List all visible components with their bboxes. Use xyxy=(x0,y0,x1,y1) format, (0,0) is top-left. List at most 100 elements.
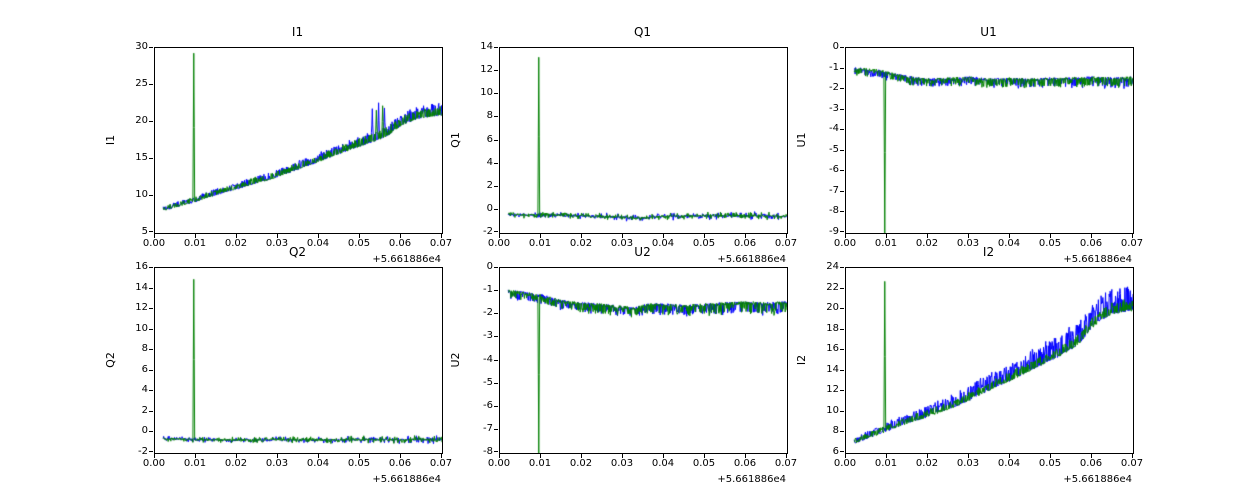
y-tick-mark xyxy=(840,170,844,171)
x-tick-label: 0.06 xyxy=(1079,458,1103,469)
y-tick-mark xyxy=(149,231,153,232)
plot-canvas xyxy=(155,48,442,233)
y-tick-label: 25 xyxy=(135,78,148,89)
y-tick-mark xyxy=(840,411,844,412)
x-tick-mark xyxy=(581,454,582,458)
x-tick-mark xyxy=(236,454,237,458)
subplot-u1: U1 U1 +5.661886e4 0.00 0.01 0.02 0.03 0.04 0.… xyxy=(795,25,1143,265)
subplot-q1: Q1 Q1 +5.661886e4 0.00 0.01 0.02 0.03 0.04 0.… xyxy=(449,25,797,265)
y-tick-mark xyxy=(149,47,153,48)
x-tick-mark xyxy=(704,454,705,458)
chart-title: Q1 xyxy=(633,25,652,39)
y-tick-mark xyxy=(149,84,153,85)
plot-area xyxy=(154,267,443,454)
y-tick-label: -8 xyxy=(483,446,493,457)
y-tick-label: 0 xyxy=(486,261,493,272)
x-tick-label: 0.03 xyxy=(956,458,980,469)
y-tick-mark xyxy=(149,267,153,268)
y-tick-mark xyxy=(494,209,498,210)
y-tick-mark xyxy=(840,329,844,330)
y-tick-label: -3 xyxy=(829,102,839,114)
y-tick-mark xyxy=(840,349,844,350)
x-tick-label: 0.05 xyxy=(692,238,716,249)
y-tick-mark xyxy=(840,231,844,232)
y-tick-mark xyxy=(494,140,498,141)
plot-area xyxy=(154,47,443,234)
x-offset-label: +5.661886e4 xyxy=(1063,254,1132,265)
y-tick-label: 10 xyxy=(480,87,493,99)
subplot-i1: I1 I1 +5.661886e4 0.00 0.01 0.02 0.03 0.04 0.… xyxy=(104,25,452,265)
x-tick-label: 0.05 xyxy=(347,458,371,469)
x-tick-label: 0.05 xyxy=(347,238,371,249)
y-axis-label: I1 xyxy=(104,134,117,145)
y-tick-label: -2 xyxy=(138,446,148,457)
x-tick-label: 0.02 xyxy=(915,458,939,469)
x-tick-mark xyxy=(663,454,664,458)
y-tick-label: 18 xyxy=(826,322,839,334)
y-tick-label: 10 xyxy=(135,189,148,200)
x-tick-mark xyxy=(318,454,319,458)
chart-title: I1 xyxy=(291,25,304,39)
x-tick-mark xyxy=(745,454,746,458)
x-tick-mark xyxy=(786,234,787,238)
x-tick-mark xyxy=(318,234,319,238)
y-tick-mark xyxy=(149,411,153,412)
chart-title: I2 xyxy=(982,245,995,259)
x-tick-mark xyxy=(195,454,196,458)
y-tick-label: 2 xyxy=(141,404,148,416)
plot-area xyxy=(499,267,788,454)
y-tick-mark xyxy=(494,383,498,384)
x-tick-mark xyxy=(1009,234,1010,238)
x-offset-label: +5.661886e4 xyxy=(372,474,441,485)
y-tick-label: -5 xyxy=(483,376,493,388)
x-tick-label: 0.07 xyxy=(1120,458,1144,469)
x-tick-mark xyxy=(786,454,787,458)
y-tick-mark xyxy=(149,349,153,350)
x-tick-mark xyxy=(540,234,541,238)
x-tick-mark xyxy=(499,454,500,458)
y-tick-mark xyxy=(494,163,498,164)
y-tick-mark xyxy=(494,116,498,117)
y-tick-mark xyxy=(494,267,498,268)
y-tick-label: -3 xyxy=(483,330,493,342)
x-tick-label: 0.02 xyxy=(569,458,593,469)
x-tick-mark xyxy=(277,234,278,238)
y-tick-label: -7 xyxy=(483,422,493,434)
plot-canvas xyxy=(846,268,1133,453)
x-tick-mark xyxy=(441,454,442,458)
subplot-q2: Q2 Q2 +5.661886e4 0.00 0.01 0.02 0.03 0.04 0.… xyxy=(104,245,452,485)
y-tick-label: 5 xyxy=(141,226,148,237)
y-tick-mark xyxy=(840,288,844,289)
y-tick-mark xyxy=(494,93,498,94)
x-tick-label: 0.04 xyxy=(306,458,330,469)
y-tick-label: 12 xyxy=(135,302,148,314)
y-tick-mark xyxy=(840,68,844,69)
y-tick-mark xyxy=(840,451,844,452)
x-offset-label: +5.661886e4 xyxy=(1063,474,1132,485)
x-tick-mark xyxy=(927,234,928,238)
x-tick-mark xyxy=(622,454,623,458)
x-tick-label: 0.03 xyxy=(265,458,289,469)
x-tick-mark xyxy=(154,454,155,458)
y-tick-label: -8 xyxy=(829,205,839,217)
y-tick-mark xyxy=(840,390,844,391)
y-tick-mark xyxy=(494,231,498,232)
y-tick-mark xyxy=(840,150,844,151)
x-tick-mark xyxy=(968,234,969,238)
x-tick-mark xyxy=(359,454,360,458)
x-tick-mark xyxy=(1091,234,1092,238)
y-tick-mark xyxy=(149,195,153,196)
x-tick-label: 0.03 xyxy=(610,238,634,249)
x-tick-mark xyxy=(1091,454,1092,458)
x-tick-mark xyxy=(581,234,582,238)
x-tick-label: 0.04 xyxy=(306,238,330,249)
y-tick-mark xyxy=(149,390,153,391)
plot-area xyxy=(845,267,1134,454)
y-tick-label: -4 xyxy=(483,353,493,365)
x-tick-mark xyxy=(1050,234,1051,238)
y-tick-label: -2 xyxy=(829,82,839,94)
x-tick-label: 0.05 xyxy=(1038,458,1062,469)
y-tick-mark xyxy=(494,70,498,71)
y-tick-label: 12 xyxy=(826,384,839,396)
x-tick-mark xyxy=(236,234,237,238)
